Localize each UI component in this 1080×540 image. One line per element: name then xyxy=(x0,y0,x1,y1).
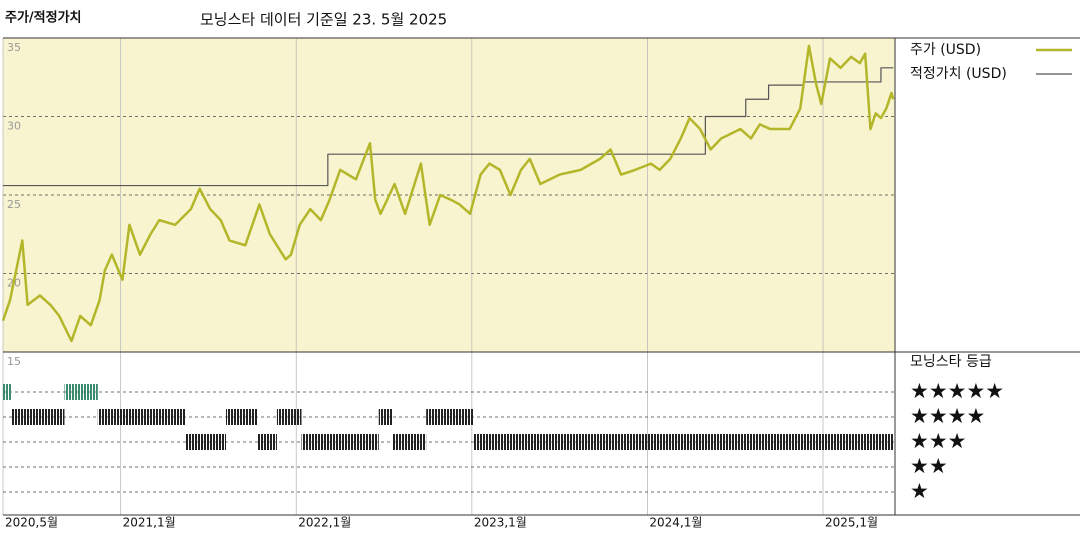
rating-label: ★★★★★ xyxy=(910,379,1004,403)
rating-label: ★★★ xyxy=(910,429,966,453)
rating-bar xyxy=(257,434,277,450)
rating-title: 모닝스타 등급 xyxy=(910,354,992,370)
rating-bar xyxy=(392,434,427,450)
x-tick-label: 2022,1월 xyxy=(298,516,351,530)
rating-bar xyxy=(97,409,186,425)
rating-bar xyxy=(473,434,894,450)
chart-title: 주가/적정가치 xyxy=(5,10,82,26)
rating-bar xyxy=(276,409,302,425)
legend-label: 주가 (USD) xyxy=(910,42,981,58)
y-tick-label: 15 xyxy=(7,355,21,368)
rating-label: ★★ xyxy=(910,454,948,478)
rating-bar xyxy=(301,434,379,450)
rating-bar xyxy=(378,409,393,425)
y-tick-label: 35 xyxy=(7,41,21,54)
rating-bar xyxy=(64,384,98,400)
x-tick-label: 2023,1월 xyxy=(474,516,527,530)
rating-label: ★★★★ xyxy=(910,404,985,428)
y-tick-label: 25 xyxy=(7,198,21,211)
rating-bar xyxy=(226,409,258,425)
x-tick-label: 2021,1월 xyxy=(123,516,176,530)
legend-label: 적정가치 (USD) xyxy=(910,66,1007,82)
y-tick-label: 30 xyxy=(7,120,21,133)
chart-subtitle: 모닝스타 데이터 기준일 23. 5월 2025 xyxy=(200,11,447,29)
rating-bar xyxy=(185,434,226,450)
rating-bar xyxy=(3,384,12,400)
price-line xyxy=(1,44,895,343)
x-tick-label: 2020,5월 xyxy=(5,516,58,530)
x-tick-label: 2024,1월 xyxy=(649,516,702,530)
rating-bar xyxy=(426,409,474,425)
rating-bar xyxy=(11,409,65,425)
x-tick-label: 2025,1월 xyxy=(825,516,878,530)
rating-label: ★ xyxy=(910,479,929,503)
